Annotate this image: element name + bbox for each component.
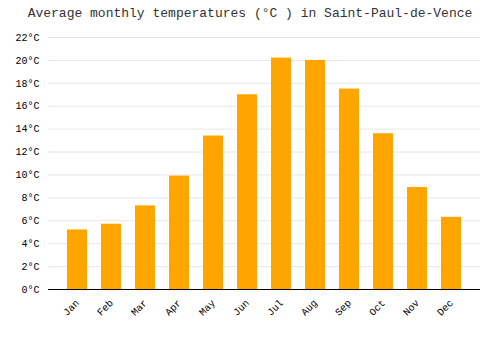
svg-text:Sep: Sep bbox=[333, 298, 354, 319]
svg-text:Aug: Aug bbox=[299, 298, 320, 319]
svg-text:4°C: 4°C bbox=[21, 239, 39, 250]
svg-text:Jan: Jan bbox=[61, 298, 82, 319]
svg-text:Apr: Apr bbox=[163, 298, 184, 319]
svg-text:Jul: Jul bbox=[265, 298, 286, 319]
svg-text:8°C: 8°C bbox=[21, 193, 39, 204]
svg-text:16°C: 16°C bbox=[15, 101, 39, 112]
svg-text:2°C: 2°C bbox=[21, 262, 39, 273]
svg-text:Jun: Jun bbox=[231, 298, 252, 319]
svg-text:22°C: 22°C bbox=[15, 33, 39, 44]
svg-text:Dec: Dec bbox=[435, 298, 456, 319]
svg-text:0°C: 0°C bbox=[21, 285, 39, 296]
svg-text:May: May bbox=[197, 298, 218, 319]
svg-text:14°C: 14°C bbox=[15, 124, 39, 135]
svg-text:18°C: 18°C bbox=[15, 79, 39, 90]
svg-text:12°C: 12°C bbox=[15, 147, 39, 158]
svg-text:10°C: 10°C bbox=[15, 170, 39, 181]
svg-text:Nov: Nov bbox=[401, 298, 422, 319]
html-text:Average monthly temperatures (: Average monthly temperatures (°C ) in Sa… bbox=[27, 6, 473, 21]
svg-text:Mar: Mar bbox=[129, 298, 150, 319]
svg-text:Oct: Oct bbox=[367, 298, 388, 319]
svg-text:6°C: 6°C bbox=[21, 216, 39, 227]
svg-text:20°C: 20°C bbox=[15, 56, 39, 67]
svg-text:Feb: Feb bbox=[95, 298, 116, 319]
